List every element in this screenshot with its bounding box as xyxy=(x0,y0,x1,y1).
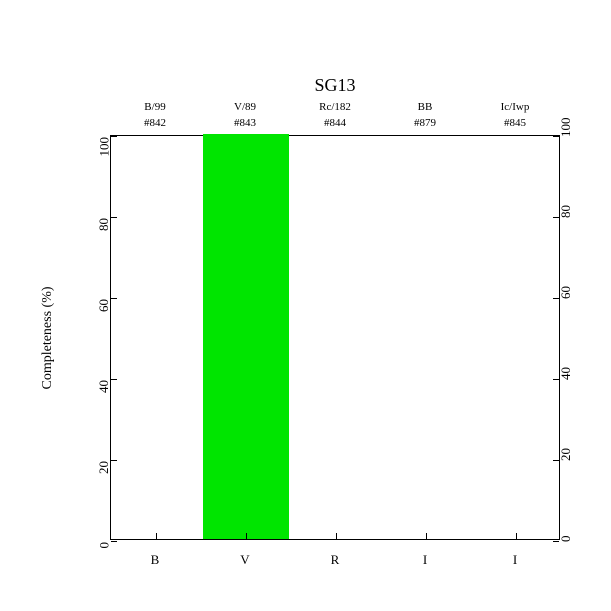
ytick-label-left: 0 xyxy=(96,542,112,549)
plot-area xyxy=(110,135,560,540)
ytick-label-right: 100 xyxy=(558,117,574,137)
ytick-label-left: 100 xyxy=(96,137,112,157)
xtick-label: I xyxy=(423,552,427,568)
top-label-row2: #844 xyxy=(324,117,346,129)
ytick-label-right: 80 xyxy=(558,205,574,218)
top-label-row2: #879 xyxy=(414,117,436,129)
top-label-row1: B/99 xyxy=(144,101,165,113)
top-label-row2: #843 xyxy=(234,117,256,129)
xtick-label: I xyxy=(513,552,517,568)
top-label-row1: BB xyxy=(418,101,433,113)
bar xyxy=(203,134,289,539)
ytick-label-right: 20 xyxy=(558,448,574,461)
chart-canvas: SG13 Completeness (%) 0 20 40 60 80 100 0 20 40… xyxy=(0,0,611,611)
xtick-label: B xyxy=(151,552,160,568)
ytick-label-left: 80 xyxy=(96,218,112,231)
top-label-row2: #842 xyxy=(144,117,166,129)
top-label-row1: V/89 xyxy=(234,101,256,113)
ytick-label-left: 40 xyxy=(96,380,112,393)
y-axis-label: Completeness (%) xyxy=(40,286,56,389)
ytick-label-left: 20 xyxy=(96,461,112,474)
chart-title: SG13 xyxy=(314,75,355,96)
top-label-row1: Ic/Iwp xyxy=(501,101,530,113)
ytick-label-right: 60 xyxy=(558,286,574,299)
top-label-row1: Rc/182 xyxy=(319,101,351,113)
xtick-label: R xyxy=(331,552,340,568)
ytick-label-right: 40 xyxy=(558,367,574,380)
top-label-row2: #845 xyxy=(504,117,526,129)
xtick-label: V xyxy=(240,552,249,568)
ytick-label-right: 0 xyxy=(558,535,574,542)
ytick-label-left: 60 xyxy=(96,299,112,312)
